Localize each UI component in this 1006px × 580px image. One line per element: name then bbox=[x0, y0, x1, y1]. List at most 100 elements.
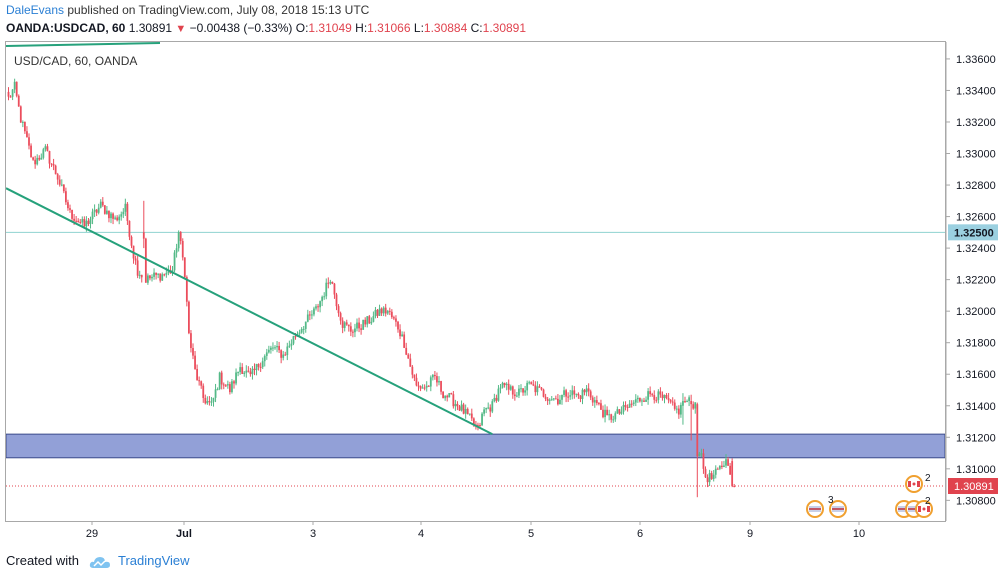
candle-body bbox=[42, 149, 45, 158]
candle-body bbox=[52, 164, 55, 166]
candle bbox=[349, 322, 352, 337]
candle-body bbox=[151, 276, 153, 279]
candle-body bbox=[444, 395, 447, 399]
candle-body bbox=[7, 91, 10, 97]
candle-body bbox=[704, 468, 707, 478]
candle-body bbox=[669, 400, 672, 402]
tradingview-link[interactable]: TradingView bbox=[118, 553, 190, 568]
candle bbox=[634, 394, 637, 407]
candle-body bbox=[56, 174, 59, 180]
candle bbox=[157, 273, 160, 279]
candle-body bbox=[329, 281, 332, 284]
y-tick-label: 1.32400 bbox=[956, 243, 996, 255]
candle-body bbox=[372, 316, 375, 322]
candle bbox=[335, 292, 338, 311]
candle-body bbox=[50, 163, 53, 165]
candle bbox=[196, 364, 198, 381]
candle bbox=[696, 402, 699, 498]
candle bbox=[48, 150, 51, 169]
candle-body bbox=[653, 395, 656, 400]
candle bbox=[659, 387, 662, 398]
candle bbox=[390, 309, 393, 319]
candle-body bbox=[257, 363, 260, 367]
candle bbox=[142, 200, 145, 249]
candle bbox=[222, 382, 225, 390]
candle-body bbox=[540, 387, 543, 390]
candle-body bbox=[267, 349, 270, 353]
candle bbox=[200, 380, 203, 389]
candle-body bbox=[233, 381, 235, 384]
candle-body bbox=[610, 414, 613, 420]
candle-body bbox=[362, 319, 365, 330]
candle bbox=[643, 397, 645, 403]
candle bbox=[575, 393, 578, 398]
candle-body bbox=[370, 321, 373, 324]
candle-body bbox=[110, 213, 112, 219]
candle bbox=[694, 402, 697, 414]
candle-body bbox=[251, 368, 254, 375]
candle bbox=[598, 402, 600, 406]
candle-body bbox=[567, 396, 570, 398]
candle-body bbox=[380, 308, 383, 314]
candle bbox=[331, 281, 334, 285]
candle-body bbox=[239, 367, 242, 373]
candle bbox=[21, 120, 24, 128]
candle bbox=[360, 324, 362, 335]
candle-body bbox=[144, 238, 147, 283]
candle-body bbox=[345, 322, 348, 325]
y-tick-label: 1.31200 bbox=[956, 432, 996, 444]
candle bbox=[466, 407, 469, 415]
candle bbox=[552, 398, 555, 401]
candle-body bbox=[458, 406, 461, 411]
candle bbox=[462, 402, 465, 415]
candle-body bbox=[335, 294, 338, 307]
candle bbox=[241, 363, 244, 375]
candle-body bbox=[686, 401, 688, 403]
x-tick-label: 4 bbox=[418, 528, 424, 540]
candle bbox=[710, 470, 713, 480]
symbol-label[interactable]: OANDA:USDCAD, 60 bbox=[6, 21, 126, 35]
candle-body bbox=[83, 219, 86, 227]
candle-body bbox=[255, 363, 258, 371]
candle bbox=[343, 321, 346, 332]
candle-body bbox=[231, 381, 233, 393]
candle bbox=[99, 199, 102, 209]
high-value: 1.31066 bbox=[367, 21, 411, 35]
candle-body bbox=[210, 401, 213, 403]
author-link[interactable]: DaleEvans bbox=[6, 3, 65, 17]
candle-body bbox=[323, 296, 326, 298]
candle bbox=[7, 87, 10, 101]
candle bbox=[491, 399, 494, 414]
candle bbox=[282, 351, 285, 361]
candle bbox=[345, 319, 348, 326]
candle-body bbox=[530, 382, 533, 385]
candle-body bbox=[69, 208, 71, 210]
candle bbox=[341, 317, 344, 334]
candle bbox=[91, 208, 94, 225]
y-tick-label: 1.32600 bbox=[956, 212, 996, 224]
candle-body bbox=[249, 371, 252, 375]
candle bbox=[261, 357, 264, 370]
candle-body bbox=[159, 273, 162, 281]
candle bbox=[267, 345, 270, 354]
candle bbox=[407, 353, 410, 359]
candle bbox=[93, 204, 96, 217]
candle bbox=[319, 300, 321, 313]
candle bbox=[665, 393, 668, 400]
candle-body bbox=[38, 157, 41, 160]
candle-body bbox=[468, 413, 471, 415]
candle-body bbox=[317, 306, 319, 308]
candle-body bbox=[407, 354, 410, 359]
x-tick-label: 10 bbox=[853, 528, 865, 540]
candle bbox=[714, 465, 717, 479]
candle-body bbox=[126, 203, 129, 221]
support-zone bbox=[6, 433, 945, 459]
candle bbox=[655, 396, 658, 403]
candle-body bbox=[206, 401, 209, 404]
candle bbox=[495, 394, 498, 403]
candle-body bbox=[485, 407, 488, 410]
candle bbox=[399, 324, 401, 340]
ca-maple bbox=[912, 482, 916, 486]
candle bbox=[175, 243, 178, 258]
